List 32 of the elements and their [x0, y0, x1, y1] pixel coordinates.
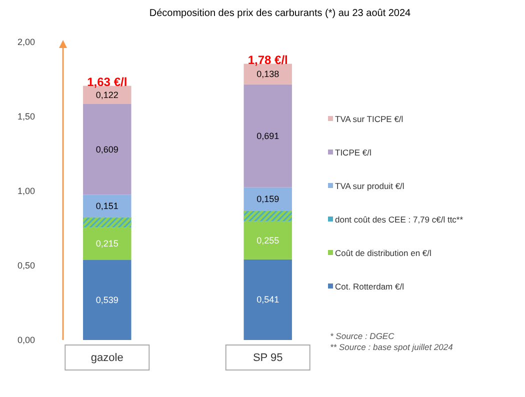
y-tick-label: 0,00 — [17, 335, 35, 345]
annotation: 1,78 €/l — [248, 52, 288, 67]
text: ** Source : base spot juillet 2024 — [330, 342, 454, 352]
data-label: 0,138 — [256, 69, 280, 80]
x-tick-label: gazole — [90, 352, 124, 364]
data-label: 0,691 — [256, 130, 280, 141]
legend-label: Coût de distribution en €/l — [335, 248, 432, 258]
legend-label: TICPE €/l — [335, 148, 372, 158]
y-tick-label: 1,50 — [17, 112, 35, 122]
legend-label: Cot. Rotterdam €/l — [335, 282, 404, 292]
data-label: 0,215 — [96, 238, 118, 249]
y-tick-label: 1,00 — [17, 186, 35, 196]
data-label: 0,539 — [96, 294, 118, 305]
data-label: 0,541 — [256, 294, 280, 305]
x-tick-label: SP 95 — [252, 352, 283, 364]
y-tick-label: 0,50 — [17, 260, 35, 270]
bar — [83, 104, 132, 195]
bar — [83, 260, 132, 340]
chart-title: Décomposition des prix des carburants (*) au 23 août 2024 — [149, 8, 412, 19]
data-label: 0,151 — [96, 200, 118, 211]
data-label: 0,122 — [96, 90, 118, 100]
data-label: 0,255 — [256, 235, 280, 246]
bar — [244, 259, 292, 340]
annotation: 1,63 €/l — [87, 74, 128, 89]
y-tick-label: 2,00 — [17, 37, 35, 47]
bar — [244, 84, 292, 188]
data-label: 0,609 — [96, 144, 118, 154]
legend-label: TVA sur TICPE €/l — [335, 114, 404, 124]
legend-label: dont coût des CEE : 7,79 c€/l ttc** — [335, 214, 464, 224]
annotation: * Source : DGEC — [330, 331, 396, 341]
legend-label: TVA sur produit €/l — [335, 181, 404, 191]
data-label: 0,159 — [256, 194, 280, 204]
